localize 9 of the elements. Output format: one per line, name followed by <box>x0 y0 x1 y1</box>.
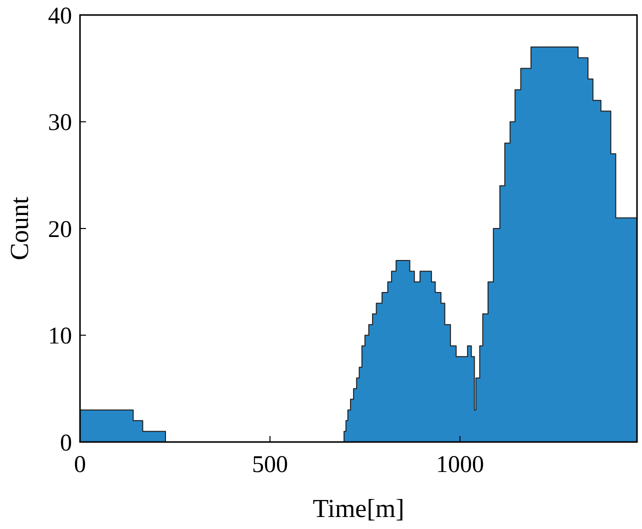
x-tick-label: 500 <box>252 452 288 478</box>
y-tick-label: 20 <box>48 216 72 243</box>
y-tick-label: 30 <box>48 110 72 136</box>
y-axis-title: Count <box>5 196 34 260</box>
y-tick-label: 0 <box>60 430 72 456</box>
y-tick-label: 10 <box>48 324 72 350</box>
x-tick-label: 1000 <box>436 452 484 478</box>
x-axis-title: Time[m] <box>312 494 404 523</box>
y-tick-label: 40 <box>48 3 72 30</box>
